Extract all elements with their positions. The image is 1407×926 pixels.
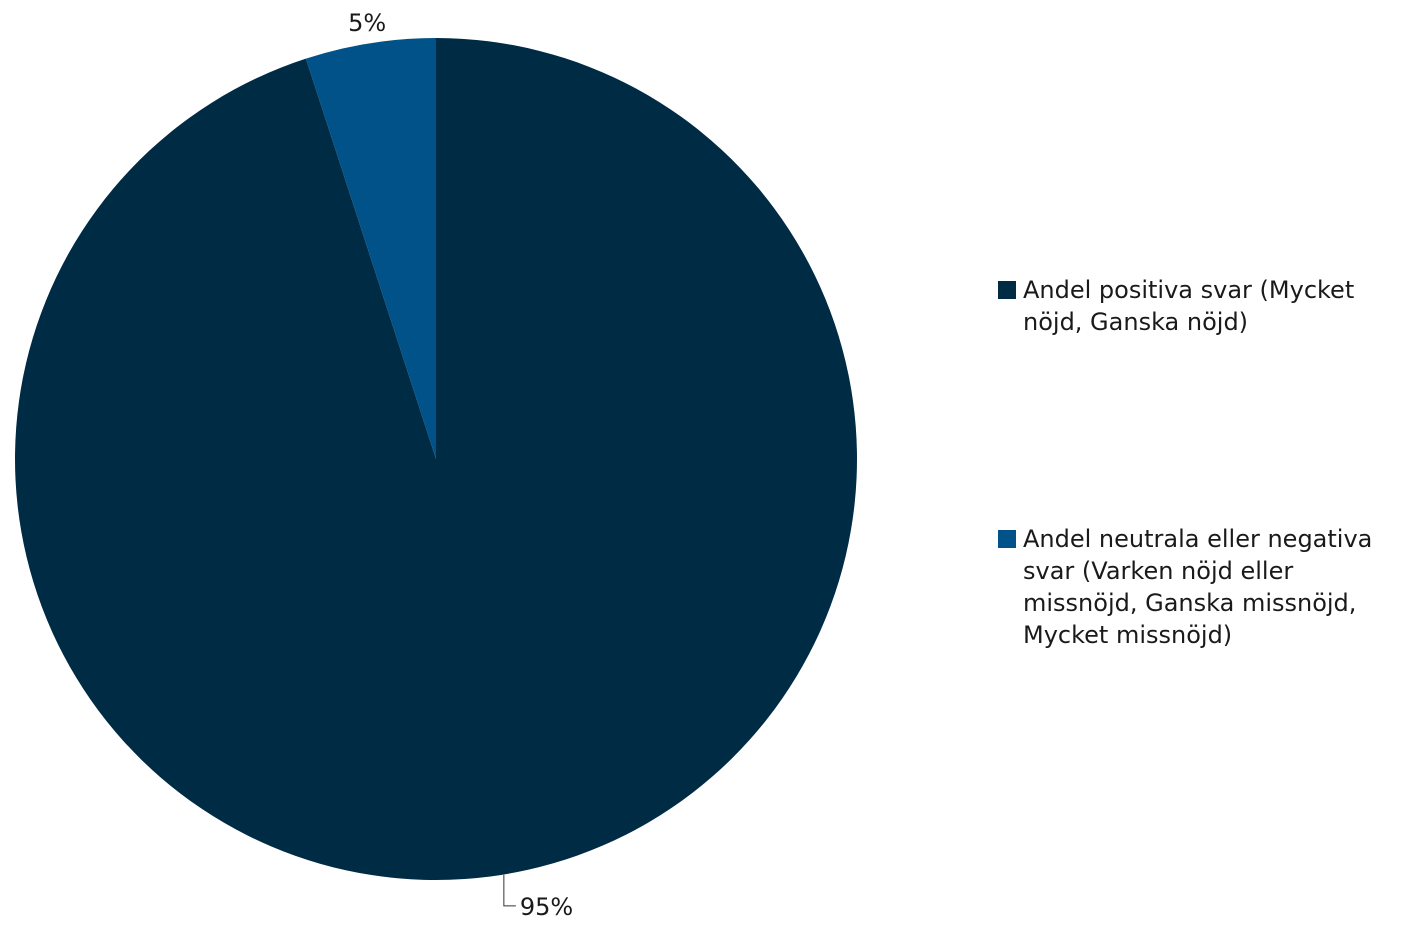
data-label-1: 95% [520, 893, 573, 921]
legend-item-2: Andel neutrala eller negativa svar (Varke… [998, 525, 1372, 649]
legend-label-2: Andel neutrala eller negativa svar (Varke… [1023, 525, 1372, 649]
pie-slices [14, 38, 857, 881]
legend-swatch-1 [998, 281, 1016, 299]
legend-swatch-2 [998, 530, 1016, 548]
pie-slice-1 [14, 38, 857, 881]
legend-label-1: Andel positiva svar (Mycket nöjd, Ganska … [1023, 276, 1354, 336]
data-label-2: 5% [348, 9, 386, 37]
pie-slice-2 [305, 38, 436, 459]
data-labels: 95% 5% [348, 9, 573, 921]
legend-item-1: Andel positiva svar (Mycket nöjd, Ganska … [998, 276, 1354, 336]
legend: Andel positiva svar (Mycket nöjd, Ganska … [998, 276, 1372, 649]
leader-line-1 [503, 874, 516, 907]
